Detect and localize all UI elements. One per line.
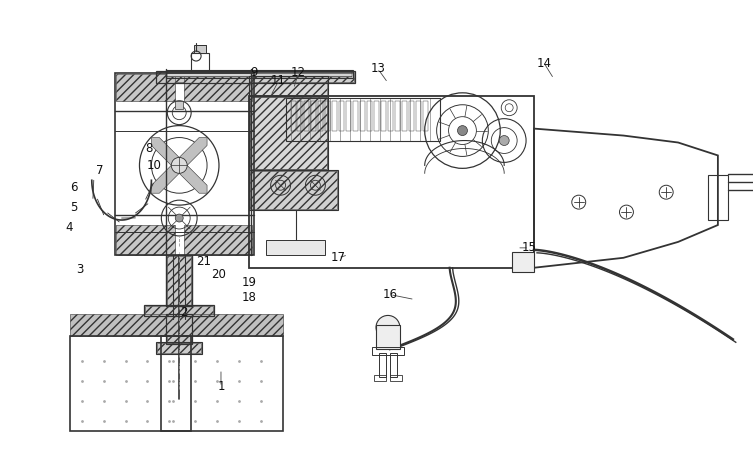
Bar [381,101,386,130]
Text: 5: 5 [70,201,78,214]
Text: 8: 8 [146,142,153,155]
Bar [249,171,338,210]
Bar [390,353,397,377]
Bar [319,101,323,130]
Text: 11: 11 [271,74,286,87]
Bar [395,101,400,130]
Bar [249,96,328,171]
Bar [297,101,303,130]
Bar [390,375,402,381]
Bar [367,101,372,130]
Text: 21: 21 [196,255,211,268]
Bar [339,101,344,130]
Bar [250,171,337,209]
Bar [708,176,728,220]
Circle shape [171,158,187,173]
Polygon shape [152,138,207,193]
Bar [332,101,337,130]
Bar [157,343,201,353]
Bar [157,72,354,82]
Bar [116,74,175,101]
Text: 20: 20 [211,268,226,281]
Bar [115,73,254,255]
Polygon shape [152,138,207,193]
Circle shape [458,126,467,135]
Bar [249,76,328,96]
Text: 18: 18 [242,291,256,304]
Text: 14: 14 [537,57,551,69]
Bar [250,77,328,95]
Bar [374,101,379,130]
Text: 17: 17 [331,251,346,264]
Bar [250,97,328,169]
Text: 7: 7 [96,164,103,177]
Bar [372,347,404,355]
Bar [146,306,213,315]
Bar [353,101,358,130]
Bar [166,70,353,78]
Bar [249,96,534,268]
Text: 16: 16 [383,288,397,301]
Bar [194,45,206,53]
Bar [360,101,365,130]
Text: 13: 13 [371,63,386,76]
Circle shape [499,135,509,145]
Bar [166,315,193,344]
Bar [374,375,386,381]
Bar [168,71,352,77]
Bar [388,101,393,130]
Bar [376,325,400,349]
Bar [347,101,351,130]
Bar [70,336,191,431]
Bar [266,240,325,255]
Text: 4: 4 [65,221,72,234]
Text: 12: 12 [291,67,306,80]
Bar [184,74,251,101]
Bar [162,336,282,431]
Bar [379,353,386,377]
Bar [168,256,191,306]
Circle shape [175,214,183,222]
Bar [168,315,191,343]
Bar [166,255,193,306]
Bar [402,101,407,130]
Text: 9: 9 [250,67,257,80]
Text: 2: 2 [180,306,188,319]
Bar [311,101,316,130]
Bar [144,305,214,316]
Text: 6: 6 [70,181,78,194]
Bar [304,101,310,130]
Bar [70,315,282,336]
Text: 10: 10 [147,159,162,172]
Bar [156,71,355,83]
Text: 3: 3 [76,263,84,276]
Bar [416,101,421,130]
Circle shape [376,315,400,339]
Text: 1: 1 [217,381,225,393]
Bar [116,225,175,255]
Bar [423,101,427,130]
Bar [325,101,330,130]
Text: 15: 15 [522,241,537,254]
Bar [175,101,183,109]
Bar [156,342,202,354]
Text: 19: 19 [242,276,256,289]
Bar [512,252,534,272]
Bar [408,101,414,130]
Bar [184,225,251,255]
Bar [191,53,209,71]
Bar [291,101,295,130]
Bar [285,98,439,140]
